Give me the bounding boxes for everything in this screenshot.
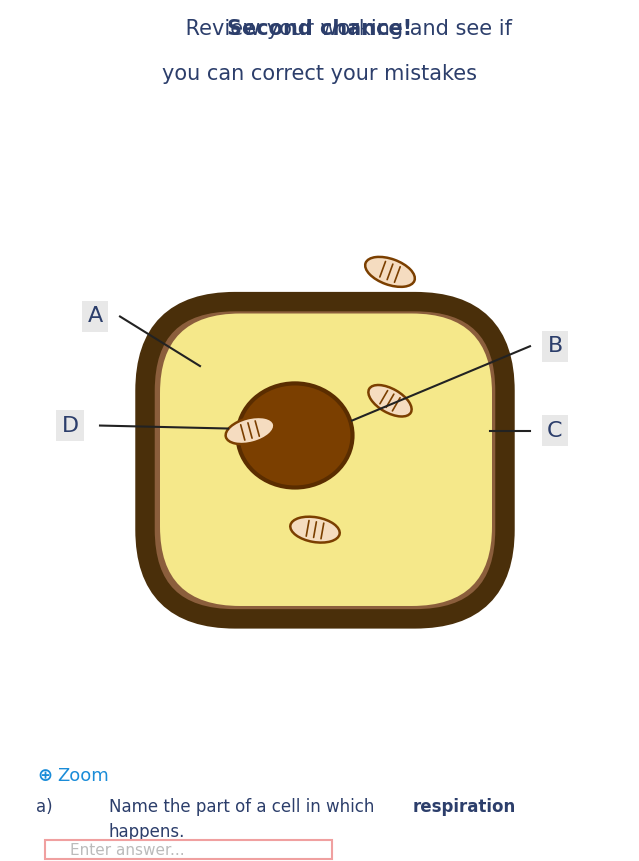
- Text: ⊕: ⊕: [37, 767, 52, 785]
- Text: B: B: [548, 337, 562, 356]
- Text: you can correct your mistakes: you can correct your mistakes: [162, 65, 477, 84]
- Text: Enter answer...: Enter answer...: [70, 843, 185, 858]
- Ellipse shape: [226, 417, 274, 444]
- Text: A: A: [88, 307, 103, 326]
- FancyBboxPatch shape: [145, 301, 505, 619]
- Text: Name the part of a cell in which: Name the part of a cell in which: [109, 798, 380, 816]
- Text: a): a): [36, 798, 53, 816]
- Ellipse shape: [365, 257, 415, 287]
- Text: Second chance!: Second chance!: [227, 19, 412, 39]
- Text: happens.: happens.: [109, 823, 185, 841]
- Text: C: C: [547, 420, 563, 441]
- FancyBboxPatch shape: [45, 840, 332, 859]
- Text: D: D: [61, 416, 79, 436]
- FancyBboxPatch shape: [160, 313, 492, 606]
- Ellipse shape: [368, 385, 412, 417]
- Ellipse shape: [238, 383, 353, 487]
- Text: Review your working and see if: Review your working and see if: [127, 19, 512, 39]
- Text: respiration: respiration: [412, 798, 516, 816]
- Text: Zoom: Zoom: [58, 767, 109, 785]
- Ellipse shape: [290, 517, 340, 542]
